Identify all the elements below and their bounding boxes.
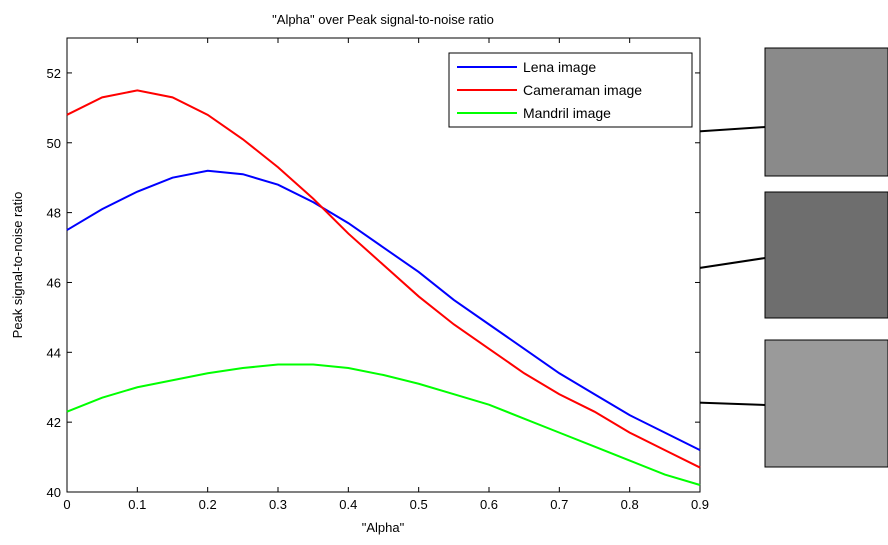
- y-tick-label: 48: [47, 206, 61, 221]
- x-tick-label: 0: [63, 497, 70, 512]
- y-tick-label: 50: [47, 136, 61, 151]
- x-tick-label: 0.5: [410, 497, 428, 512]
- x-tick-label: 0.4: [339, 497, 357, 512]
- lena-thumbnail: [764, 191, 888, 319]
- y-axis-label: Peak signal-to-noise ratio: [10, 192, 25, 339]
- y-tick-label: 42: [47, 415, 61, 430]
- x-tick-label: 0.8: [621, 497, 639, 512]
- x-tick-label: 0.9: [691, 497, 709, 512]
- y-tick-label: 52: [47, 66, 61, 81]
- x-tick-label: 0.2: [199, 497, 217, 512]
- cameraman-thumbnail: [764, 47, 888, 177]
- legend: Lena image Cameraman image Mandril image: [448, 52, 693, 128]
- x-tick-label: 0.3: [269, 497, 287, 512]
- line: [66, 169, 701, 451]
- x-tick-label: 0.6: [480, 497, 498, 512]
- y-tick-label: 40: [47, 485, 61, 500]
- line: [66, 89, 701, 469]
- chart-title: "Alpha" over Peak signal-to-noise ratio: [272, 12, 494, 27]
- line: [66, 363, 701, 486]
- thumbnails: [764, 47, 888, 468]
- legend-label: Cameraman image: [523, 82, 642, 98]
- x-tick-label: 0.1: [128, 497, 146, 512]
- x-tick-label: 0.7: [550, 497, 568, 512]
- mandril-thumbnail: [764, 339, 888, 468]
- legend-label: Lena image: [523, 59, 596, 75]
- y-tick-label: 46: [47, 275, 61, 290]
- y-tick-label: 44: [47, 345, 61, 360]
- x-axis-label: "Alpha": [362, 520, 405, 535]
- legend-label: Mandril image: [523, 105, 611, 121]
